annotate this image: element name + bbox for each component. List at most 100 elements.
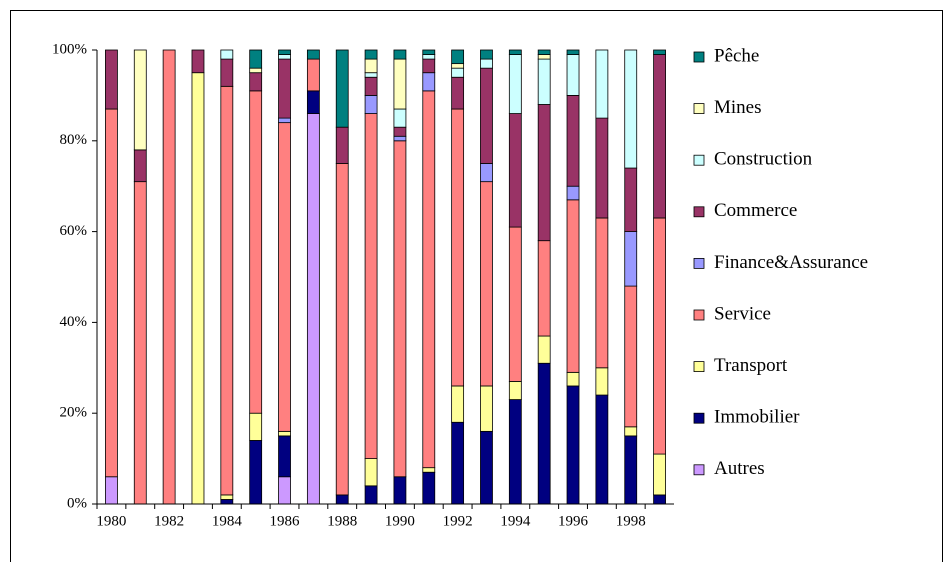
bar-segment	[278, 54, 291, 60]
x-tick-label: 1994	[500, 513, 531, 529]
bar-segment	[508, 381, 522, 400]
bar-segment	[566, 95, 580, 187]
bar-segment	[249, 72, 263, 92]
bar-segment	[364, 72, 378, 78]
bar-segment	[191, 72, 205, 505]
bar-segment	[105, 108, 118, 478]
bar-segment	[508, 399, 522, 505]
bar-segment	[451, 63, 465, 69]
bar-segment	[624, 49, 638, 169]
bar-segment	[508, 49, 522, 55]
legend-label: Immobilier	[714, 407, 800, 428]
x-tick-label: 1998	[616, 513, 646, 529]
bar-segment	[133, 149, 147, 183]
bar-segment	[191, 49, 205, 74]
bar-segment	[249, 440, 263, 505]
bar-segment	[508, 113, 522, 228]
bar-segment	[595, 117, 609, 219]
bar-segment	[249, 49, 263, 69]
bar-segment	[451, 67, 465, 78]
x-tick-label: 1986	[270, 513, 301, 529]
y-tick-label: 0%	[67, 495, 87, 511]
x-tick-label: 1988	[327, 513, 357, 529]
bar-segment	[220, 58, 234, 87]
bar-segment	[566, 385, 580, 505]
bar-segment	[624, 285, 638, 428]
bar-segment	[595, 367, 609, 396]
legend-label: Construction	[714, 149, 813, 170]
bar-segment	[595, 217, 609, 369]
bar-segment	[335, 49, 349, 128]
bar-segment	[220, 85, 234, 496]
bar-segment	[220, 499, 234, 505]
bar-segment	[422, 471, 436, 505]
bar-segment	[566, 49, 580, 55]
bar-segment	[480, 181, 493, 387]
bar-segment	[537, 54, 551, 60]
bar-segment	[278, 49, 291, 55]
bar-segment	[566, 185, 580, 201]
bar-segment	[422, 467, 436, 473]
bar-segment	[451, 76, 465, 110]
bar-segment	[335, 163, 349, 496]
y-tick-label: 80%	[60, 132, 88, 148]
bar-segment	[306, 113, 320, 505]
bar-segment	[278, 122, 291, 432]
bar-segment	[624, 167, 638, 232]
bar-segment	[451, 49, 465, 65]
y-tick-label: 60%	[60, 223, 88, 239]
bar-segment	[653, 49, 666, 55]
legend-swatch	[693, 361, 705, 373]
legend-swatch	[693, 206, 705, 218]
bar-segment	[393, 126, 407, 137]
x-tick-label: 1980	[96, 513, 126, 529]
x-tick-label: 1990	[385, 513, 415, 529]
bar-segment	[364, 113, 378, 460]
bar-segment	[480, 385, 493, 432]
legend-swatch	[693, 51, 705, 63]
bar-segment	[595, 394, 609, 505]
bar-segment	[566, 54, 580, 96]
bar-segment	[624, 231, 638, 287]
bar-segment	[393, 49, 407, 60]
x-tick-label: 1996	[558, 513, 589, 529]
x-tick-label: 1984	[212, 513, 243, 529]
bar-segment	[480, 49, 493, 60]
bar-segment	[335, 126, 349, 164]
bar-segment	[537, 362, 551, 505]
bar-segment	[422, 49, 436, 55]
bar-segment	[422, 72, 436, 92]
y-tick-label: 40%	[60, 314, 88, 330]
legend-label: Autres	[714, 458, 765, 479]
bar-segment	[566, 371, 580, 387]
bar-segment	[537, 104, 551, 242]
bar-segment	[220, 49, 234, 60]
bar-segment	[537, 49, 551, 55]
bar-segment	[422, 58, 436, 74]
bar-segment	[306, 90, 320, 114]
bar-segment	[364, 49, 378, 60]
bar-segment	[133, 49, 147, 151]
bar-segment	[393, 476, 407, 505]
legend-swatch	[693, 154, 705, 166]
bar-segment	[364, 485, 378, 505]
bar-segment	[278, 58, 291, 119]
bar-segment	[393, 108, 407, 128]
bar-segment	[278, 430, 291, 437]
bar-segment	[393, 135, 407, 142]
bar-segment	[480, 163, 493, 183]
bar-segment	[249, 67, 263, 74]
bar-segment	[220, 494, 234, 500]
bar-segment	[508, 54, 522, 114]
legend-label: Mines	[714, 97, 762, 118]
bar-segment	[480, 58, 493, 69]
bar-segment	[278, 476, 291, 505]
bar-segment	[364, 76, 378, 96]
legend-label: Service	[714, 303, 771, 324]
legend-label: Pêche	[714, 45, 759, 66]
y-tick-label: 100%	[52, 41, 87, 57]
bar-segment	[537, 335, 551, 364]
bar-segment	[653, 494, 666, 505]
bar-segment	[653, 453, 666, 496]
